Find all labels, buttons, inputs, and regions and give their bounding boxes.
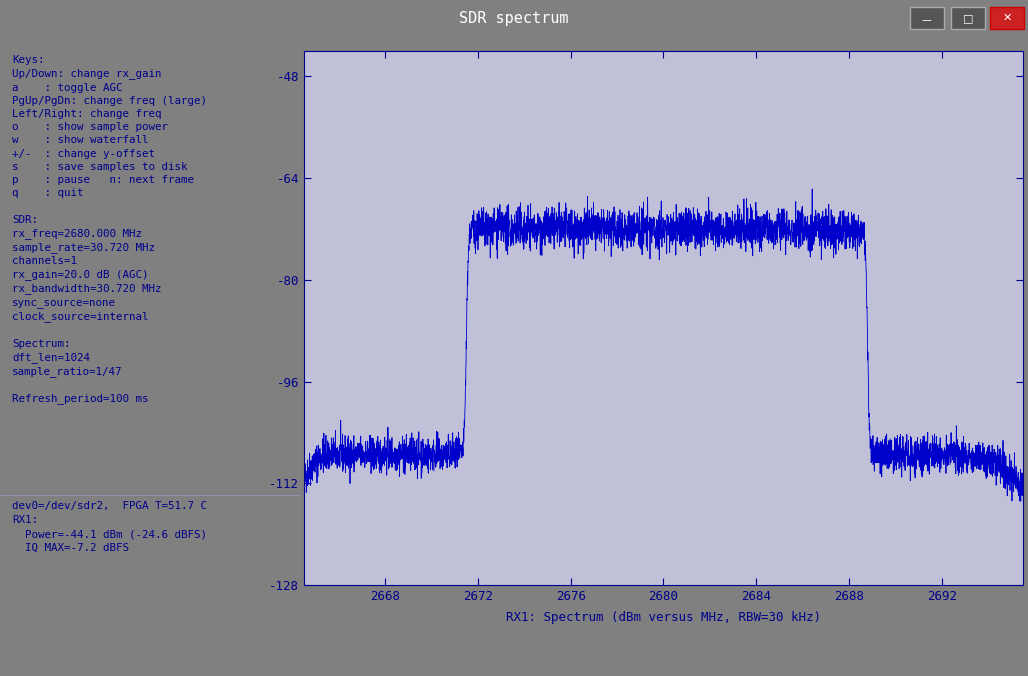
Bar bbox=[910, 7, 944, 29]
Text: □: □ bbox=[962, 13, 974, 23]
Text: SDR spectrum: SDR spectrum bbox=[460, 11, 568, 26]
Text: —: — bbox=[922, 15, 931, 25]
Text: dev0=/dev/sdr2,  FPGA T=51.7 C
RX1:
  Power=-44.1 dBm (-24.6 dBFS)
  IQ MAX=-7.2: dev0=/dev/sdr2, FPGA T=51.7 C RX1: Power… bbox=[12, 501, 207, 553]
Text: Keys:
Up/Down: change rx_gain
a    : toggle AGC
PgUp/PgDn: change freq (large)
L: Keys: Up/Down: change rx_gain a : toggle… bbox=[12, 42, 207, 404]
X-axis label: RX1: Spectrum (dBm versus MHz, RBW=30 kHz): RX1: Spectrum (dBm versus MHz, RBW=30 kH… bbox=[506, 611, 821, 624]
Text: ✕: ✕ bbox=[1002, 13, 1012, 23]
Bar bbox=[990, 7, 1024, 29]
Bar bbox=[951, 7, 985, 29]
